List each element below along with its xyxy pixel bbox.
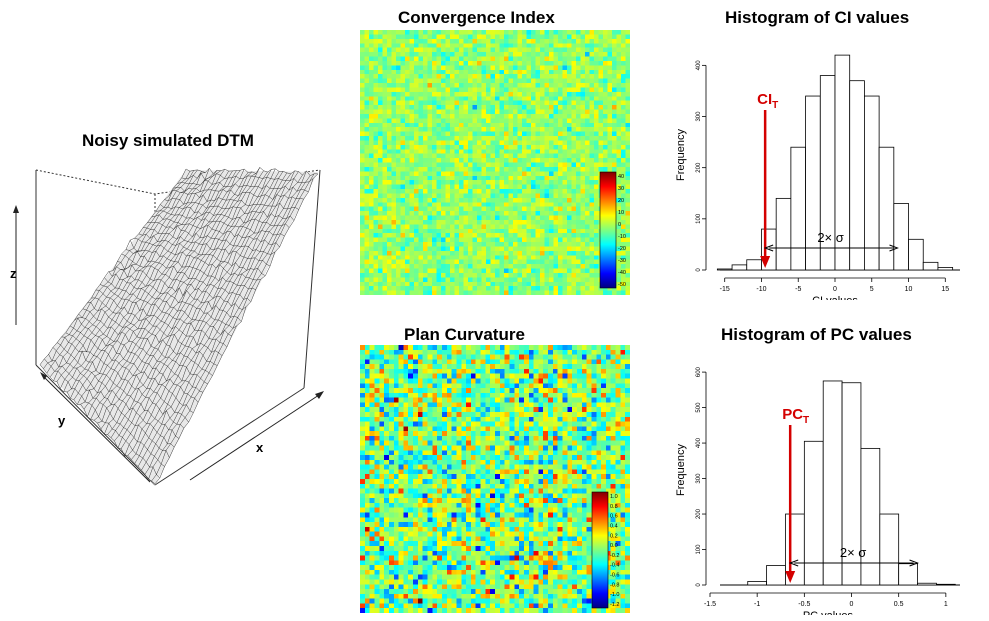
pc-hist-y-tick-label: 500	[696, 402, 702, 413]
pc-histogram-title: Histogram of PC values	[721, 325, 912, 344]
pc-colorbar-tick-label: 0.0	[610, 543, 618, 549]
ci-hist-threshold-label: CIT	[757, 91, 778, 111]
ci-histogram-title: Histogram of CI values	[725, 8, 910, 27]
pc-hist-y-label: Frequency	[675, 444, 687, 496]
pc-hist-x-label: PC values	[803, 610, 854, 615]
ci-histogram: 0 100 200 300 400 -15 -10 -5 0 5 10 15 CI values Freq…	[675, 54, 960, 300]
ci-hist-bar	[893, 203, 909, 271]
ci-colorbar-tick-label: 30	[618, 186, 624, 192]
ci-hist-bar	[746, 259, 762, 271]
pc-hist-x-tick-label: 1	[944, 601, 948, 608]
ci-hist-bar	[864, 95, 880, 271]
ci-hist-y-tick-label: 200	[696, 162, 702, 173]
pc-hist-x-tick-label: -1	[754, 601, 760, 608]
pc-hist-y-tick-label: 600	[696, 366, 702, 377]
ci-raster-map	[360, 30, 630, 295]
pc-colorbar-tick-label: 1.0	[610, 494, 618, 500]
pc-hist-threshold-label: PCT	[782, 406, 809, 426]
pc-hist-x-tick-label: -1.5	[704, 601, 716, 608]
pc-histogram: 0 100 200 300 400 500 600 -1.5 -1 -0.5 0 0.5 1 PC val…	[675, 366, 960, 615]
pc-hist-bar	[747, 581, 768, 586]
dtm-title: Noisy simulated DTM	[82, 131, 254, 150]
ci-hist-bar	[922, 261, 939, 271]
ci-colorbar-tick-label: -20	[618, 246, 626, 252]
ci-hist-x-tick-label: 15	[941, 286, 949, 293]
pc-hist-bar	[879, 513, 900, 586]
pc-colorbar-tick-label: -0.6	[610, 573, 619, 579]
pc-hist-y-tick-label: 400	[696, 437, 702, 448]
dtm-y-label: y	[58, 413, 66, 428]
pc-hist-y-tick-label: 200	[696, 508, 702, 519]
y-axis-arrow	[41, 374, 151, 483]
ci-colorbar: 40 30 20 10 0 -10 -20 -30 -40 -50	[599, 171, 626, 289]
pc-raster-map	[360, 345, 630, 613]
dtm-z-label: z	[10, 266, 17, 281]
pc-hist-y-tick-label: 100	[696, 544, 702, 555]
pc-map-title: Plan Curvature	[404, 325, 525, 344]
ci-colorbar-tick-label: 20	[618, 198, 624, 204]
ci-hist-bar	[731, 264, 748, 271]
pc-colorbar-tick-label: 0.2	[610, 533, 618, 539]
pc-hist-bar	[917, 582, 937, 586]
dtm-surface-plot: z y x	[10, 167, 324, 486]
pc-hist-sigma-label: 2× σ	[840, 545, 866, 560]
pc-hist-bar	[766, 565, 786, 586]
ci-hist-y-label: Frequency	[675, 129, 687, 181]
pc-hist-x-tick-label: 0	[850, 601, 854, 608]
ci-hist-x-tick-label: 0	[833, 286, 837, 293]
pc-colorbar-tick-label: -0.8	[610, 582, 619, 588]
pc-colorbar-tick-label: 0.6	[610, 514, 618, 520]
pc-hist-y-tick-label: 0	[696, 583, 702, 587]
ci-colorbar-tick-label: -30	[618, 258, 626, 264]
pc-hist-x-tick-label: 0.5	[894, 601, 904, 608]
ci-hist-bar	[775, 197, 792, 271]
pc-colorbar-tick-label: -1.2	[610, 602, 619, 608]
ci-colorbar-tick-label: -10	[618, 234, 626, 240]
ci-colorbar-tick-label: -40	[618, 270, 626, 276]
pc-hist-bar	[898, 563, 918, 586]
ci-map-title: Convergence Index	[398, 8, 555, 27]
ci-hist-x-tick-label: 10	[905, 286, 913, 293]
ci-colorbar-tick-label: 40	[618, 174, 624, 180]
pc-colorbar: 1.0 0.8 0.6 0.4 0.2 0.0 -0.2 -0.4 -0.6 -0.8 -1.0 -1…	[591, 491, 619, 609]
pc-colorbar-gradient	[591, 491, 609, 609]
pc-hist-bar	[860, 447, 881, 586]
dtm-wireframe-mesh	[39, 167, 319, 485]
pc-colorbar-tick-label: -0.2	[610, 553, 619, 559]
ci-colorbar-tick-label: -50	[618, 282, 626, 288]
ci-hist-x-tick-label: -10	[756, 286, 766, 293]
ci-hist-y-tick-label: 0	[696, 268, 702, 272]
ci-colorbar-tick-label: 0	[618, 222, 621, 228]
x-axis-arrow	[189, 392, 323, 481]
pc-colorbar-tick-label: 0.8	[610, 504, 618, 510]
ci-colorbar-gradient	[599, 171, 617, 289]
ci-hist-bar	[878, 146, 895, 271]
ci-hist-bar	[790, 146, 806, 271]
pc-colorbar-tick-label: -0.4	[610, 563, 619, 569]
ci-hist-bar	[716, 268, 733, 271]
ci-hist-x-tick-label: -15	[720, 286, 730, 293]
pc-hist-y-tick-label: 300	[696, 473, 702, 484]
ci-hist-y-tick-label: 400	[696, 60, 702, 71]
ci-hist-y-tick-label: 100	[696, 213, 702, 224]
ci-hist-x-tick-label: 5	[870, 286, 874, 293]
ci-hist-bar	[937, 267, 954, 271]
ci-hist-x-tick-label: -5	[795, 286, 801, 293]
ci-hist-y-tick-label: 300	[696, 111, 702, 122]
pc-colorbar-tick-label: 0.4	[610, 523, 618, 529]
pc-hist-bar	[936, 583, 956, 586]
ci-hist-x-label: CI values	[812, 295, 858, 300]
ci-hist-bar	[849, 80, 865, 271]
dtm-x-label: x	[256, 440, 264, 455]
pc-colorbar-tick-label: -1.0	[610, 592, 619, 598]
ci-hist-bar	[908, 238, 924, 271]
pc-hist-x-tick-label: -0.5	[798, 601, 810, 608]
ci-colorbar-tick-label: 10	[618, 210, 624, 216]
ci-hist-sigma-label: 2× σ	[817, 230, 843, 245]
